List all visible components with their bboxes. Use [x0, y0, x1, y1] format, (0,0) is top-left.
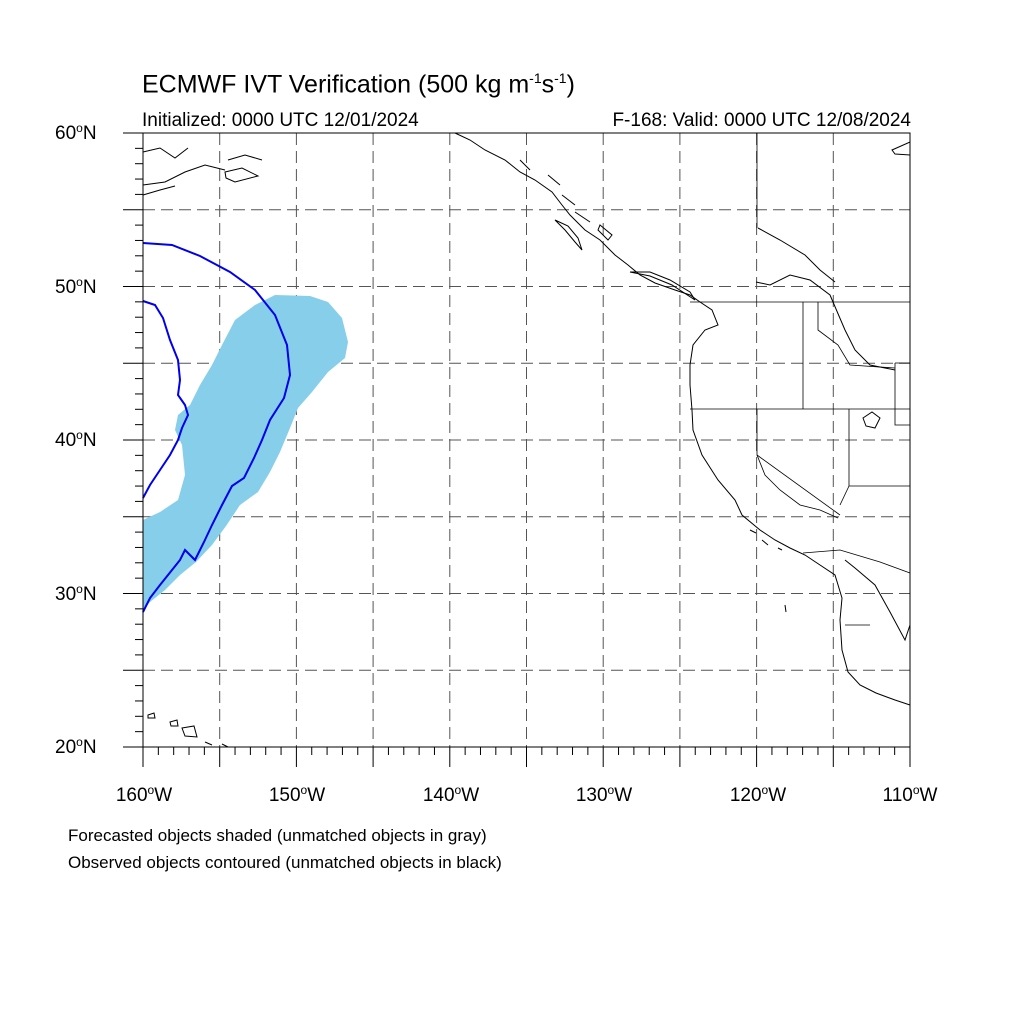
coastline-segment: [169, 719, 179, 727]
coastline-segment: [519, 159, 591, 223]
border-line: [756, 409, 841, 516]
coastline-segment: [147, 712, 156, 719]
border-line: [839, 485, 850, 506]
lon-label-140w: 140oW: [422, 783, 480, 806]
valid-time-label: F-168: Valid: 0000 UTC 12/08/2024: [612, 110, 911, 131]
border-line: [894, 362, 910, 426]
lat-label-50: 50oN: [55, 275, 97, 298]
coastline-segment: [142, 185, 176, 196]
lon-label-110w: 110oW: [882, 783, 938, 806]
forecast-ivt-object: [143, 295, 348, 610]
coastline-segment: [142, 147, 189, 159]
coastline-segment: [204, 741, 229, 748]
coastline-segment: [142, 164, 226, 186]
border-line: [756, 454, 839, 519]
lon-label-120w: 120oW: [729, 783, 787, 806]
border-line: [802, 549, 911, 574]
lat-label-40: 40oN: [55, 428, 97, 451]
map-frame: [123, 132, 911, 767]
coastline-segment: [597, 224, 613, 241]
init-time-label: Initialized: 0000 UTC 12/01/2024: [142, 110, 419, 131]
observed-ivt-contour-inner: [142, 300, 190, 499]
coastline-segment: [844, 559, 911, 642]
observed-ivt-contour-outer: [142, 242, 292, 613]
coastline-segment: [554, 219, 583, 251]
lat-label-20: 20oN: [55, 735, 97, 758]
coastline-segment: [784, 604, 787, 613]
coastline-segment: [224, 154, 263, 183]
lat-label-30: 30oN: [55, 582, 97, 605]
lon-label-150w: 150oW: [268, 783, 326, 806]
footnote-observed: Observed objects contoured (unmatched ob…: [68, 853, 502, 872]
coastline-segment: [629, 271, 696, 301]
coastlines: [142, 132, 911, 748]
coastline-segment: [757, 227, 836, 283]
coastline-segment: [891, 141, 911, 156]
lat-label-60: 60oN: [55, 121, 97, 144]
lon-label-130w: 130oW: [575, 783, 633, 806]
lon-label-160w: 160oW: [115, 783, 173, 806]
coastline-segment: [749, 529, 783, 551]
coastline-segment: [454, 132, 911, 706]
coastline-segment: [862, 411, 881, 429]
border-line: [848, 409, 910, 487]
border-line: [817, 302, 896, 369]
coastline-segment: [181, 725, 198, 738]
map-title: ECMWF IVT Verification (500 kg m-1s-1): [142, 70, 575, 99]
footnote-forecast: Forecasted objects shaded (unmatched obj…: [68, 826, 487, 845]
coastline-segment: [755, 274, 896, 371]
